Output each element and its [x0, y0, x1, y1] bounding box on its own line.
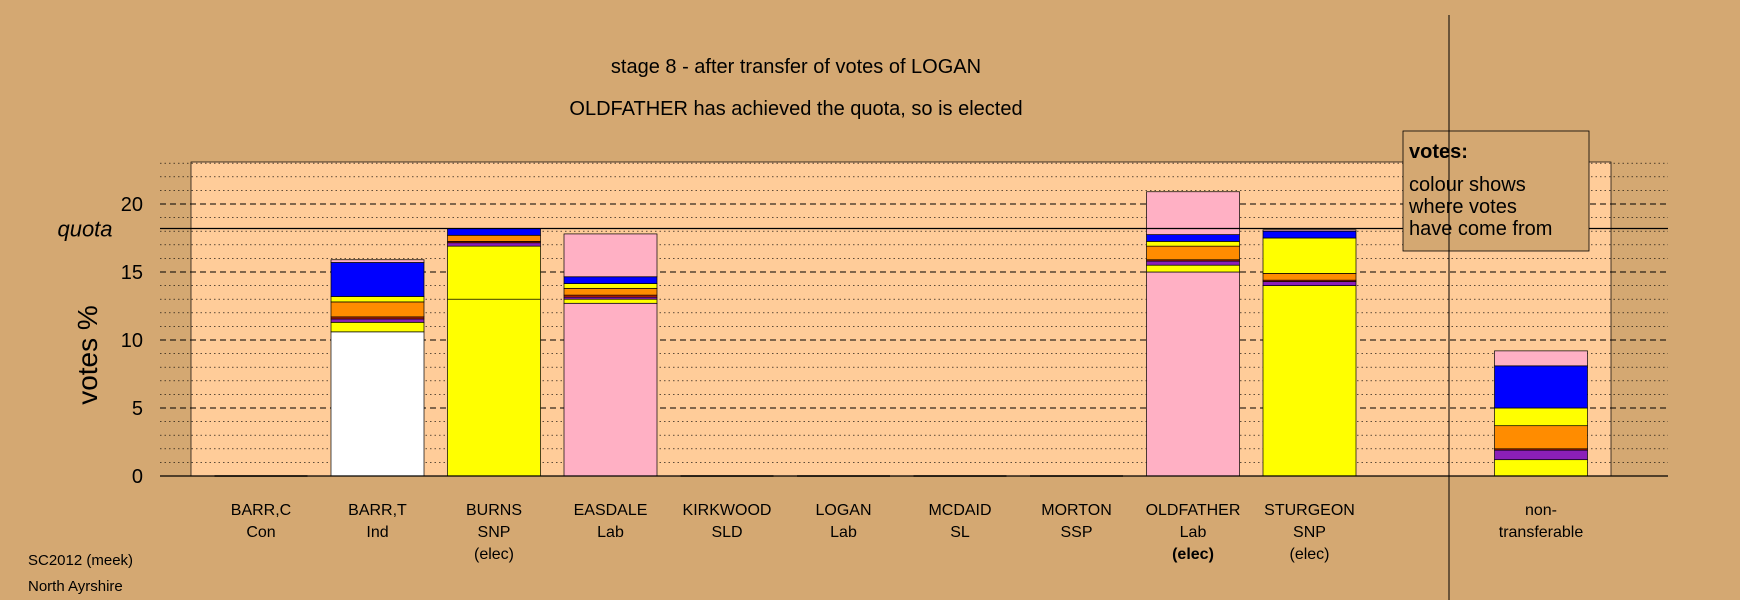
non-transferable-label-line: non-: [1525, 502, 1557, 519]
candidate-barrt-bar-segment: [330, 318, 425, 323]
candidate-sturgeon-bar-segment: [1262, 230, 1357, 239]
bars-group: [214, 191, 1588, 477]
candidate-oldfather-label-line: (elec): [1172, 546, 1214, 563]
non-transferable-bar-segment: [1494, 459, 1588, 477]
candidate-barrt-bar-segment: [330, 262, 425, 297]
candidate-easdale-bar-segment: [563, 298, 658, 304]
footer-method: SC2012 (meek): [28, 552, 133, 569]
x-labels-group: BARR,C Con BARR,T Ind BURNS SNP (elec) EASDALE L…: [231, 502, 1584, 563]
candidate-burns-label-line: SNP: [478, 524, 511, 541]
candidate-sturgeon-bar-segment: [1262, 273, 1357, 281]
candidate-easdale-label-line: EASDALE: [574, 502, 648, 519]
candidate-burns-label-line: BURNS: [466, 502, 522, 519]
candidate-sturgeon-label-line: SNP: [1293, 524, 1326, 541]
legend-frame: [1402, 130, 1590, 252]
candidate-barrc-label-line: BARR,C: [231, 502, 291, 519]
non-transferable-bar-segment: [1494, 350, 1588, 367]
chart-subtitle: OLDFATHER has achieved the quota, so is …: [569, 98, 1022, 120]
y-tick-label: 10: [121, 330, 143, 352]
candidate-easdale-bar-segment: [563, 276, 658, 284]
candidate-oldfather-bar-segment: [1146, 234, 1240, 242]
candidate-oldfather-bar-segment: [1146, 271, 1240, 477]
legend-heading: votes:: [1409, 141, 1468, 163]
candidate-sturgeon-bar-segment: [1262, 237, 1357, 274]
candidate-logan-label-line: LOGAN: [815, 502, 871, 519]
y-axis-label: votes %: [72, 305, 103, 405]
candidate-barrt-bar-segment: [330, 301, 425, 318]
candidate-burns-bar-segment: [447, 234, 541, 242]
candidate-kirkwood-label-line: SLD: [711, 524, 742, 541]
legend-line-2: where votes: [1408, 196, 1517, 218]
candidate-burns-label-line: (elec): [474, 546, 514, 563]
y-tick-label: 20: [121, 194, 143, 216]
candidate-oldfather-bar-segment: [1146, 264, 1240, 273]
non-transferable-label-line: transferable: [1499, 524, 1584, 541]
legend-line-3: have come from: [1409, 218, 1552, 240]
candidate-morton-label-line: SSP: [1060, 524, 1092, 541]
candidate-sturgeon-label-line: (elec): [1289, 546, 1329, 563]
candidate-barrt-label-line: BARR,T: [348, 502, 407, 519]
y-tick-label: 15: [121, 262, 143, 284]
candidate-easdale-bar-segment: [563, 287, 658, 296]
candidate-burns-bar-segment: [447, 245, 541, 300]
chart-title: stage 8 - after transfer of votes of LOG…: [611, 56, 981, 78]
plot-area: [190, 161, 1612, 477]
candidate-oldfather-label-line: Lab: [1180, 524, 1207, 541]
non-transferable-bar-segment: [1494, 365, 1588, 409]
candidate-oldfather-label-line: OLDFATHER: [1146, 502, 1241, 519]
legend-line-1: colour shows: [1409, 174, 1526, 196]
candidate-barrt-bar-segment: [330, 259, 425, 263]
candidate-morton-label-line: MORTON: [1041, 502, 1112, 519]
candidate-oldfather-bar-segment: [1146, 241, 1240, 247]
candidate-kirkwood-label-line: KIRKWOOD: [683, 502, 772, 519]
candidate-sturgeon-bar-segment: [1262, 285, 1357, 477]
candidate-sturgeon-bar-segment: [1262, 229, 1357, 232]
candidate-burns-bar-segment: [447, 298, 541, 477]
candidate-easdale-label-line: Lab: [597, 524, 624, 541]
candidate-oldfather-bar-segment: [1146, 245, 1240, 261]
y-tick-label: 5: [132, 398, 143, 420]
candidate-sturgeon-label-line: STURGEON: [1264, 502, 1355, 519]
candidate-barrc-label-line: Con: [246, 524, 275, 541]
non-transferable-bar-segment: [1494, 407, 1588, 427]
candidate-barrt-label-line: Ind: [366, 524, 388, 541]
candidate-easdale-bar-segment: [563, 283, 658, 289]
candidate-mcdaid-label-line: SL: [950, 524, 970, 541]
y-tick-label: 0: [132, 466, 143, 488]
legend-box: votes: colour shows where votes have com…: [1402, 130, 1590, 252]
candidate-oldfather-bar-segment: [1146, 191, 1240, 235]
candidate-barrt-bar-segment: [330, 296, 425, 303]
non-transferable-bar-segment: [1494, 449, 1588, 461]
candidate-logan-label-line: Lab: [830, 524, 857, 541]
footer-council: North Ayrshire: [28, 578, 123, 595]
candidate-mcdaid-label-line: MCDAID: [928, 502, 991, 519]
candidate-oldfather-bar-segment: [1146, 260, 1240, 266]
candidate-barrt-bar-segment: [330, 321, 425, 333]
quota-label: quota: [57, 216, 112, 241]
candidate-sturgeon-bar-segment: [1262, 281, 1357, 286]
candidate-burns-bar-segment: [447, 228, 541, 236]
candidate-barrt-bar-segment: [330, 331, 425, 477]
candidate-easdale-bar-segment: [563, 302, 658, 477]
candidate-burns-bar-segment: [447, 242, 541, 247]
non-transferable-bar-segment: [1494, 425, 1588, 450]
candidate-easdale-bar-segment: [563, 233, 658, 278]
